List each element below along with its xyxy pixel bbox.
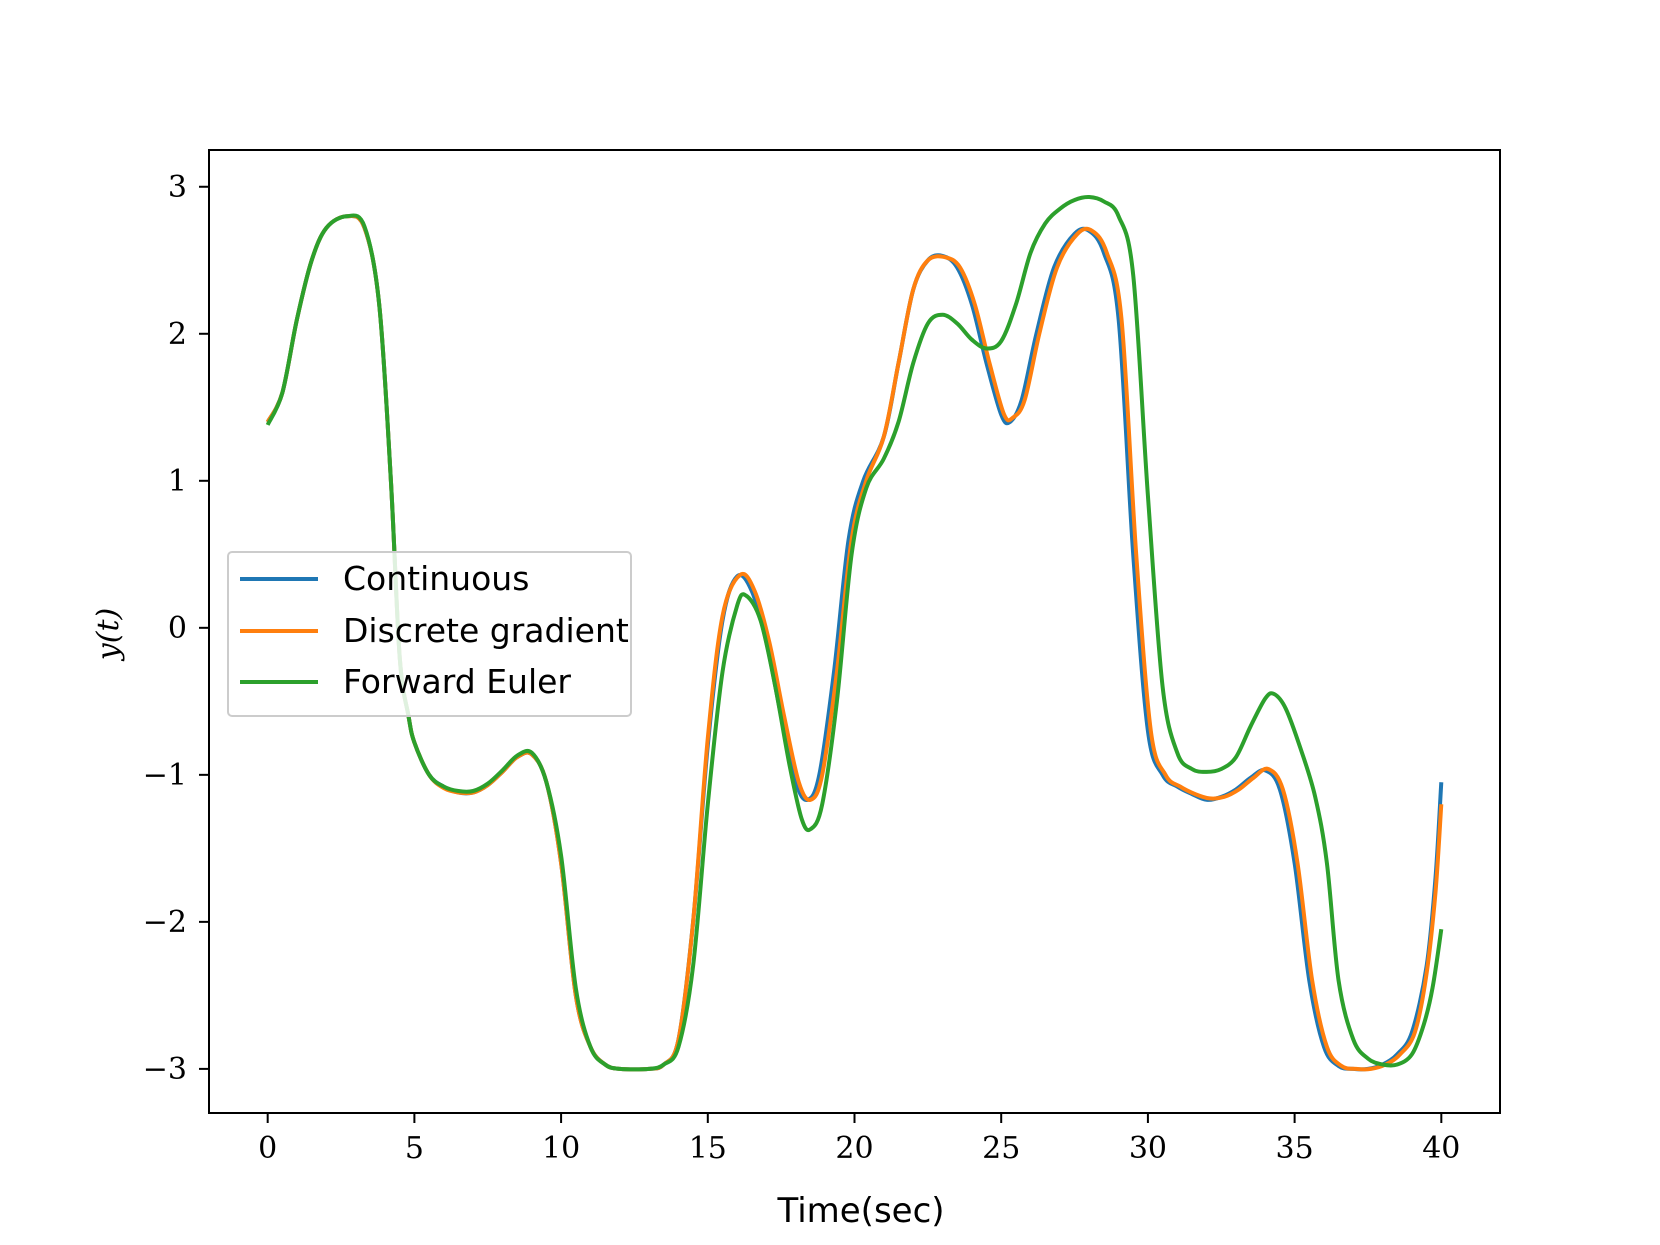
x-tick-label: 25 — [982, 1131, 1020, 1166]
plot-area-frame — [208, 149, 1501, 1114]
legend: Continuous Discrete gradient Forward Eul… — [227, 551, 632, 717]
y-tick-label: −1 — [143, 758, 187, 793]
x-tick-label: 10 — [542, 1131, 580, 1166]
x-tick-label: 40 — [1422, 1131, 1460, 1166]
legend-box — [227, 551, 632, 717]
y-tick-label: 2 — [168, 317, 187, 352]
y-axis-ticks: −3 −2 −1 0 1 2 3 — [143, 170, 209, 1087]
legend-label-forward-euler: Forward Euler — [343, 662, 571, 701]
y-tick-label: 3 — [168, 170, 187, 205]
legend-label-continuous: Continuous — [343, 559, 529, 598]
y-tick-label: −2 — [143, 905, 187, 940]
x-tick-label: 30 — [1129, 1131, 1167, 1166]
y-axis-label: y(t) — [91, 608, 126, 662]
x-tick-label: 0 — [258, 1131, 277, 1166]
x-tick-label: 15 — [689, 1131, 727, 1166]
x-tick-label: 20 — [835, 1131, 873, 1166]
y-tick-label: 0 — [168, 611, 187, 646]
x-axis-label: Time(sec) — [776, 1191, 944, 1231]
y-tick-label: −3 — [143, 1052, 187, 1087]
x-tick-label: 35 — [1276, 1131, 1314, 1166]
legend-label-discrete-gradient: Discrete gradient — [343, 611, 629, 650]
series-layer — [265, 194, 1444, 1072]
x-axis-ticks: 0 5 10 15 20 25 30 35 40 — [258, 1113, 1460, 1166]
x-tick-label: 5 — [405, 1131, 424, 1166]
series-line-forward-euler — [265, 194, 1444, 1072]
y-tick-label: 1 — [168, 464, 187, 499]
